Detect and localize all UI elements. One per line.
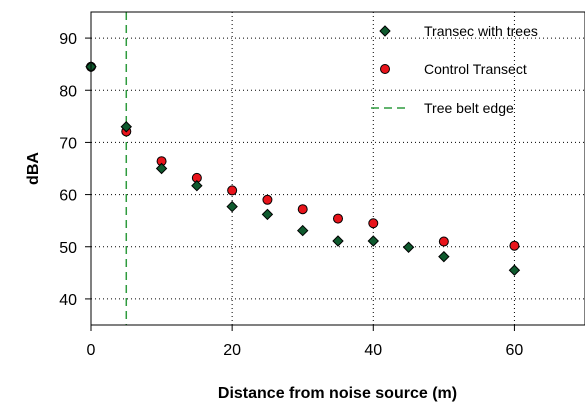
x-tick-label: 60: [506, 342, 524, 359]
x-axis-title: Distance from noise source (m): [218, 385, 457, 402]
y-tick-label: 70: [59, 135, 77, 152]
transec-with-trees-point: [261, 208, 274, 221]
control-transect-point: [227, 185, 238, 196]
transec-with-trees-point: [332, 235, 344, 247]
control-transect-point: [262, 194, 273, 205]
transec-with-trees-point: [226, 200, 238, 213]
legend-control-transect-swatch: [380, 64, 390, 74]
transec-with-trees-point: [120, 121, 132, 133]
control-transect-point: [297, 204, 308, 215]
x-tick-label: 0: [87, 342, 96, 359]
x-tick-label: 20: [223, 342, 241, 359]
legend-control-transect-label: Control Transect: [424, 61, 527, 77]
control-transect-point: [368, 218, 379, 229]
y-tick-label: 90: [59, 31, 77, 48]
transec-with-trees-point: [297, 224, 309, 237]
transec-with-trees-point: [155, 162, 168, 175]
y-axis-title: dBA: [25, 152, 42, 185]
y-tick-label: 50: [59, 240, 77, 257]
transec-with-trees-point: [438, 250, 450, 263]
y-tick-label: 40: [59, 292, 77, 309]
axis-ticks: 0 20 40 60 40 50 60 70 80 90: [59, 31, 523, 359]
transec-with-trees-point: [191, 180, 203, 192]
data-points: [85, 61, 521, 276]
plot-area-frame: [90, 11, 585, 326]
y-tick-label: 60: [59, 188, 77, 205]
control-transect-point: [333, 213, 343, 224]
transec-with-trees-point: [402, 241, 415, 253]
control-transect-point: [509, 240, 520, 251]
transec-with-trees-point: [508, 264, 521, 276]
x-tick-label: 40: [364, 342, 382, 359]
control-transect-point: [438, 236, 449, 247]
legend-tree-belt-edge-label: Tree belt edge: [424, 100, 514, 116]
legend-transec-with-trees-label: Transec with trees: [424, 23, 538, 39]
y-tick-label: 80: [59, 83, 77, 100]
legend: Transec with trees Control Transect Tree b…: [371, 23, 538, 116]
legend-transec-with-trees-swatch: [379, 25, 391, 37]
transec-with-trees-point: [367, 235, 379, 247]
